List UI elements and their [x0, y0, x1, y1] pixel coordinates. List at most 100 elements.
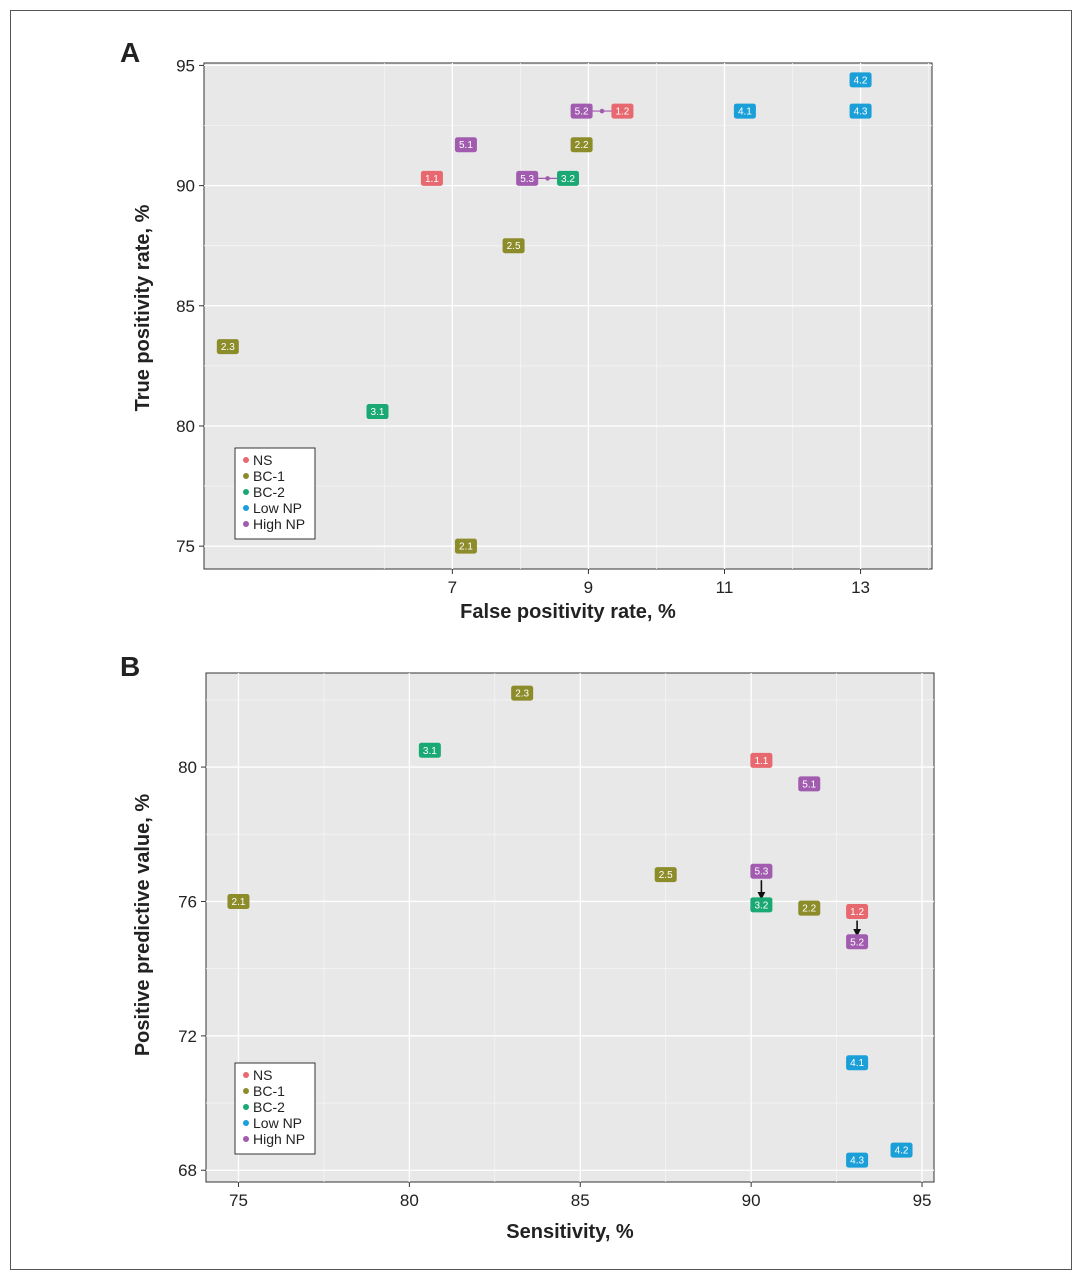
point-a-2-3: 2.3 — [216, 339, 239, 355]
point-a-1-2: 1.2 — [611, 103, 634, 119]
point-marker — [846, 1152, 869, 1168]
point-a-2-2: 2.2 — [570, 137, 593, 153]
point-label: 3.1 — [371, 407, 385, 418]
x-tick-label: 11 — [716, 578, 734, 597]
point-a-3-2: 3.2 — [557, 170, 579, 186]
legend-a-high-np: High NP — [253, 516, 305, 532]
panel-a-plot-area — [203, 62, 933, 570]
point-label: 5.2 — [850, 937, 864, 948]
point-marker — [849, 103, 872, 119]
panel-a-x-axis-title: False positivity rate, % — [460, 601, 676, 623]
point-label: 4.2 — [854, 75, 868, 86]
connector-midpoint — [599, 108, 605, 114]
legend-b-dot-ns — [243, 1072, 249, 1078]
point-label: 1.2 — [850, 907, 864, 918]
point-a-4-2: 4.2 — [849, 72, 872, 88]
point-label: 2.3 — [515, 689, 529, 700]
point-marker — [420, 170, 443, 186]
point-b-5-3: 5.3 — [750, 863, 773, 879]
panel-b-legend: NS BC-1 BC-2 Low NP High NP — [234, 1062, 316, 1155]
y-tick-label: 72 — [178, 1027, 197, 1046]
point-label: 3.2 — [561, 174, 575, 185]
point-marker — [750, 897, 773, 913]
point-label: 2.1 — [232, 897, 246, 908]
point-marker — [216, 339, 239, 355]
point-marker — [502, 238, 525, 254]
x-tick-label: 95 — [913, 1191, 932, 1210]
legend-a-dot-bc1 — [243, 473, 249, 479]
legend-a-ns: NS — [253, 452, 272, 468]
panel-b-chart: B 75 80 85 90 95 68 72 76 80 1.1 1.2 2.1 2.2 2.3 2.5 3… — [120, 651, 935, 1243]
point-a-2-1: 2.1 — [454, 538, 477, 554]
panel-b-plot-area — [205, 672, 935, 1183]
point-label: 2.5 — [659, 870, 673, 881]
x-tick-label: 7 — [448, 578, 457, 597]
point-label: 4.3 — [854, 107, 868, 118]
legend-a-dot-ns — [243, 457, 249, 463]
point-b-3-1: 3.1 — [418, 742, 441, 758]
point-marker — [846, 1055, 869, 1071]
panel-a-letter: A — [120, 37, 140, 68]
y-tick-label: 95 — [176, 56, 195, 75]
point-marker — [849, 72, 872, 88]
point-label: 4.2 — [895, 1146, 909, 1157]
legend-b-dot-bc1 — [243, 1088, 249, 1094]
legend-a-bc1: BC-1 — [253, 468, 285, 484]
point-a-4-1: 4.1 — [733, 103, 756, 119]
point-label: 2.5 — [507, 241, 521, 252]
point-label: 4.1 — [850, 1058, 864, 1069]
legend-b-bc2: BC-2 — [253, 1099, 285, 1115]
point-marker — [454, 538, 477, 554]
panel-b-arrows — [757, 880, 862, 937]
panel-a-grid — [204, 63, 932, 569]
point-label: 5.3 — [754, 867, 768, 878]
panel-b-x-axis-title: Sensitivity, % — [506, 1221, 634, 1243]
point-marker — [454, 137, 477, 153]
point-label: 4.3 — [850, 1156, 864, 1167]
legend-b-low-np: Low NP — [253, 1115, 302, 1131]
legend-a-dot-high-np — [243, 521, 249, 527]
point-marker — [557, 170, 579, 186]
y-tick-label: 76 — [178, 892, 197, 911]
point-label: 2.2 — [575, 140, 589, 151]
point-label: 2.2 — [802, 904, 816, 915]
point-label: 5.2 — [575, 107, 589, 118]
point-marker — [611, 103, 634, 119]
point-label: 2.1 — [459, 542, 473, 553]
panel-a-y-axis-title: True positivity rate, % — [132, 204, 154, 411]
point-marker — [798, 900, 821, 916]
point-label: 5.1 — [802, 779, 816, 790]
y-tick-label: 80 — [178, 758, 197, 777]
point-b-2-2: 2.2 — [798, 900, 821, 916]
x-tick-label: 80 — [400, 1191, 419, 1210]
point-b-3-2: 3.2 — [750, 897, 773, 913]
y-tick-label: 68 — [178, 1161, 197, 1180]
point-b-2-3: 2.3 — [511, 685, 534, 701]
x-tick-label: 13 — [851, 578, 870, 597]
legend-a-dot-bc2 — [243, 489, 249, 495]
point-marker — [366, 404, 389, 420]
panel-b-points: 1.1 1.2 2.1 2.2 2.3 2.5 3.1 3.2 4.1 4.2 4.3 5.1 5.2 5… — [227, 685, 913, 1168]
point-b-2-5: 2.5 — [654, 867, 677, 883]
legend-b-dot-low-np — [243, 1120, 249, 1126]
point-marker — [846, 934, 869, 950]
point-b-4-3: 4.3 — [846, 1152, 869, 1168]
panel-a-points: 1.1 1.2 2.1 2.2 2.3 2.5 3.1 3.2 4.1 4.2 4.3 5.1 5.2 5… — [216, 72, 872, 554]
connector-midpoint — [545, 176, 550, 181]
legend-a-dot-low-np — [243, 505, 249, 511]
point-marker — [750, 863, 773, 879]
point-b-5-2: 5.2 — [846, 934, 869, 950]
point-marker — [418, 742, 441, 758]
point-marker — [733, 103, 756, 119]
y-tick-label: 75 — [176, 537, 195, 556]
point-marker — [570, 137, 593, 153]
legend-b-bc1: BC-1 — [253, 1083, 285, 1099]
point-a-5-3: 5.3 — [516, 170, 539, 186]
point-label: 4.1 — [738, 107, 752, 118]
point-label: 3.1 — [423, 746, 437, 757]
point-label: 5.3 — [520, 174, 534, 185]
legend-a-low-np: Low NP — [253, 500, 302, 516]
x-tick-label: 90 — [742, 1191, 761, 1210]
panel-a-ticks: 7 9 11 13 75 80 85 90 95 — [176, 56, 870, 597]
point-a-1-1: 1.1 — [420, 170, 443, 186]
